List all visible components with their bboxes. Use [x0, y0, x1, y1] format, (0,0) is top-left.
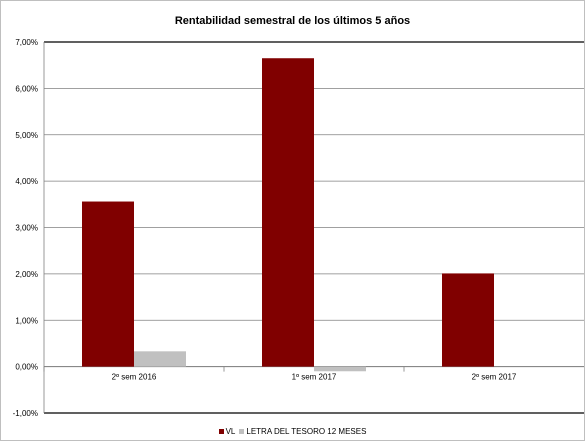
- y-tick-label: 2,00%: [15, 270, 38, 279]
- x-tick-label: 2º sem 2016: [112, 373, 157, 382]
- bar-letra-0: [134, 351, 186, 367]
- y-tick-label: -1,00%: [13, 409, 38, 418]
- legend-item-letra: LETRA DEL TESORO 12 MESES: [239, 427, 366, 436]
- legend-swatch-vl: [218, 429, 224, 434]
- chart-title: Rentabilidad semestral de los últimos 5 …: [174, 15, 411, 27]
- bar-vl-0: [82, 201, 134, 367]
- bar-letra-1: [314, 366, 366, 372]
- legend-label-vl: VL: [225, 427, 236, 436]
- bar-vl-1: [262, 58, 314, 367]
- y-tick-label: 6,00%: [15, 84, 38, 93]
- y-tick-label: 5,00%: [15, 131, 38, 140]
- y-tick-label: 0,00%: [15, 363, 38, 372]
- y-tick-label: 7,00%: [15, 38, 38, 47]
- chart-legend: VL LETRA DEL TESORO 12 MESES: [0, 427, 585, 436]
- y-tick-label: 1,00%: [15, 316, 38, 325]
- x-tick-label: 2º sem 2017: [472, 373, 517, 382]
- y-tick-label: 3,00%: [15, 224, 38, 233]
- y-tick-label: 4,00%: [15, 177, 38, 186]
- legend-item-vl: VL: [218, 427, 236, 436]
- bar-vl-2: [442, 273, 494, 367]
- legend-label-letra: LETRA DEL TESORO 12 MESES: [246, 427, 367, 436]
- legend-swatch-letra: [239, 429, 245, 434]
- x-tick-label: 1º sem 2017: [292, 373, 337, 382]
